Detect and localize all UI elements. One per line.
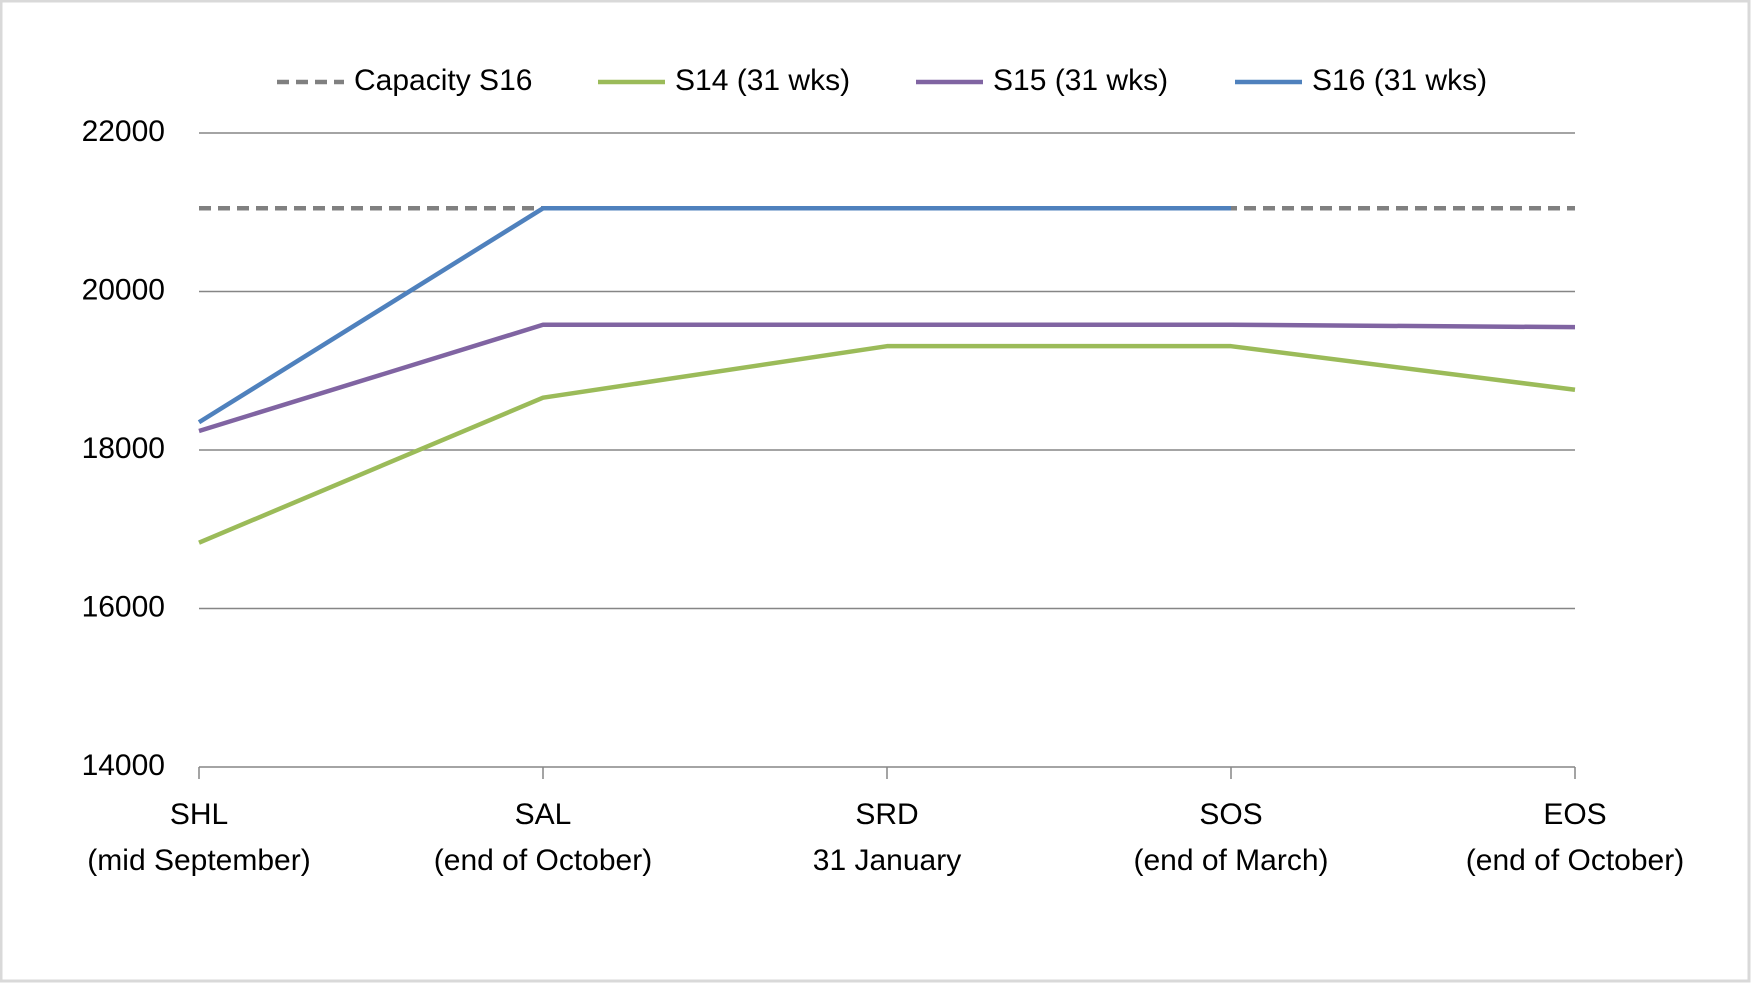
x-tick-label: (end of October) (434, 844, 652, 877)
legend-label: S15 (31 wks) (993, 64, 1168, 97)
legend-label: S16 (31 wks) (1312, 64, 1487, 97)
series-line (198, 322, 1576, 434)
x-tick-label: (end of March) (1133, 844, 1328, 877)
x-tick-label: SOS (1199, 798, 1262, 831)
x-tick-label: EOS (1543, 798, 1606, 831)
x-tick-label: SHL (170, 798, 228, 831)
series-line (198, 343, 1576, 545)
x-tick-label: SRD (855, 798, 918, 831)
y-tick-label: 18000 (82, 432, 165, 465)
x-tick-label: (end of October) (1466, 844, 1684, 877)
legend-label: Capacity S16 (354, 64, 532, 97)
x-tick-label: 31 January (813, 844, 961, 877)
y-tick-label: 22000 (82, 115, 165, 148)
y-tick-label: 20000 (82, 273, 165, 306)
y-tick-label: 16000 (82, 590, 165, 623)
legend-label: S14 (31 wks) (675, 64, 850, 97)
y-tick-label: 14000 (82, 749, 165, 782)
x-tick-label: (mid September) (87, 844, 310, 877)
series-line (197, 206, 1231, 425)
x-tick-label: SAL (515, 798, 572, 831)
